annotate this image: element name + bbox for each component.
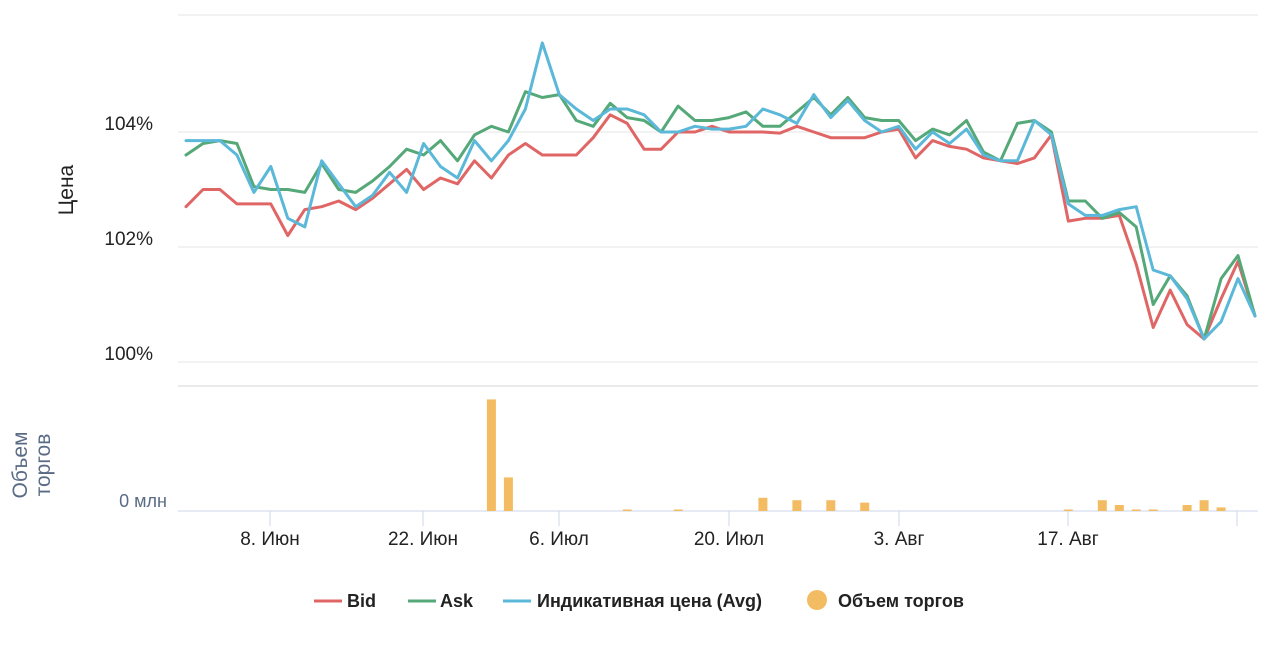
y-tick-label: 102% [104, 229, 153, 250]
volume-bar[interactable] [860, 502, 870, 511]
volume-bar[interactable] [486, 399, 496, 511]
legend-item-avg[interactable]: Индикативная цена (Avg) [503, 591, 762, 611]
series-line-ask[interactable] [184, 90, 1257, 341]
x-tick-label: 6. Июл [529, 529, 589, 550]
volume-axis-title: Объем торгов [9, 432, 55, 499]
x-tick-label: 3. Авг [874, 529, 925, 550]
legend-item-bid[interactable]: Bid [314, 591, 376, 611]
x-tick-label: 17. Авг [1037, 529, 1098, 550]
volume-axis-title-line1: Объем [9, 432, 32, 499]
volume-bar[interactable] [826, 500, 836, 511]
volume-bar[interactable] [1216, 507, 1226, 511]
volume-y-tick-label: 0 млн [119, 491, 167, 511]
volume-bar[interactable] [1199, 500, 1209, 511]
volume-bar[interactable] [1182, 505, 1192, 511]
y-tick-label: 100% [104, 344, 153, 365]
volume-bar[interactable] [673, 509, 683, 512]
volume-bar[interactable] [622, 509, 632, 512]
legend-ask-label: Ask [440, 591, 474, 611]
volume-bar[interactable] [1114, 505, 1124, 511]
price-gridlines [178, 14, 1258, 363]
legend-volume-swatch [807, 590, 827, 610]
x-tick-label: 22. Июн [388, 529, 458, 550]
volume-bar[interactable] [1148, 509, 1158, 512]
volume-bar[interactable] [792, 500, 802, 511]
volume-bar[interactable] [1097, 500, 1107, 511]
x-tick-label: 20. Июл [694, 529, 764, 550]
legend-volume-label: Объем торгов [838, 591, 964, 611]
x-tick-label: 8. Июн [240, 529, 300, 550]
series-line-bid[interactable] [184, 113, 1257, 341]
volume-axis-title-line2: торгов [32, 434, 55, 497]
legend-item-ask[interactable]: Ask [408, 591, 474, 611]
price-axis-title: Цена [55, 164, 78, 215]
legend-bid-label: Bid [347, 591, 376, 611]
series-line-avg[interactable] [184, 41, 1257, 341]
volume-bar[interactable] [1063, 509, 1073, 512]
volume-bar[interactable] [758, 497, 768, 511]
volume-bar[interactable] [1131, 509, 1141, 512]
legend-item-volume[interactable]: Объем торгов [807, 590, 964, 611]
legend: Bid Ask Индикативная цена (Avg) Объем то… [314, 590, 964, 611]
volume-bars [486, 399, 1226, 512]
price-lines [184, 41, 1257, 341]
price-y-ticks: 104% 102% 100% [104, 114, 153, 365]
y-tick-label: 104% [104, 114, 153, 135]
legend-avg-label: Индикативная цена (Avg) [537, 591, 762, 611]
x-ticks: 8. Июн 22. Июн 6. Июл 20. Июл 3. Авг 17.… [240, 511, 1238, 550]
volume-bar[interactable] [503, 477, 513, 511]
